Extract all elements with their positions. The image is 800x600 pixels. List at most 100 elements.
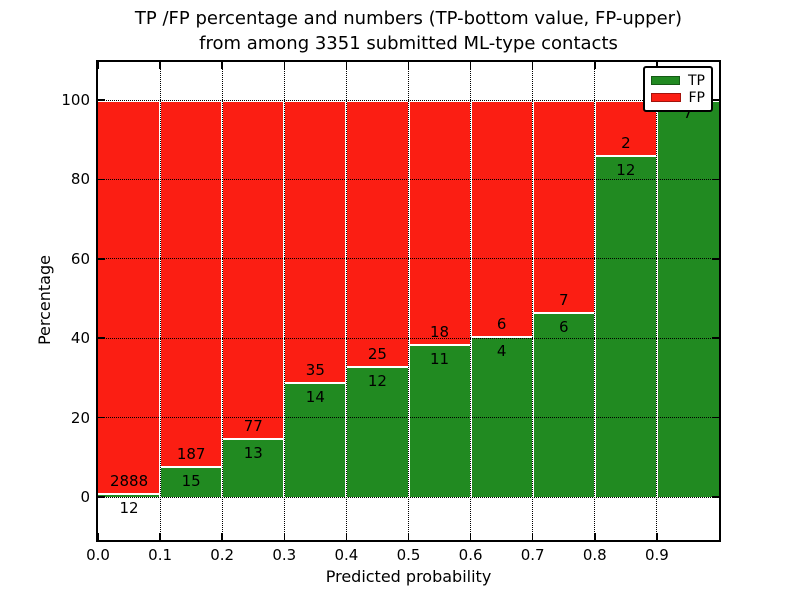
bar-fp-segment [222,100,285,440]
x-tick-mark [656,62,658,69]
fp-count-label: 77 [243,416,263,435]
tp-count-label: 7 [683,104,693,122]
chart-title-line1: TP /FP percentage and numbers (TP-bottom… [134,8,683,29]
bar-edge [98,493,161,496]
x-axis-label: Predicted probability [325,567,492,586]
y-tick-mark [712,178,719,181]
x-tick-mark [531,533,534,540]
bar-edge [594,100,657,102]
y-tick-mark [98,178,105,181]
legend-item-tp: TP [651,72,705,89]
x-tick-mark [656,533,658,540]
fp-count-label: 25 [367,345,387,364]
fp-count-label: 7 [558,290,569,309]
x-tick-mark [594,533,596,540]
x-tick-mark [531,62,534,69]
y-tick-label: 80 [70,170,90,189]
x-tick-mark [407,533,410,540]
h-gridline [98,417,719,419]
bar-edge [346,366,409,369]
bar-fp-segment [98,100,161,496]
x-tick-label: 0.8 [582,546,607,564]
fp-count-label: 18 [430,323,450,342]
fp-count-label: 35 [305,360,325,379]
bar-tp-segment [656,100,719,497]
x-tick-label: 0.9 [644,546,669,564]
tp-count-label: 15 [181,471,201,490]
x-tick-mark [221,533,223,540]
fp-count-label: 187 [176,444,206,463]
bar-edge [346,100,409,102]
fp-count-label: 2888 [109,472,149,491]
tp-color-swatch [651,76,680,85]
h-gridline [98,496,719,498]
v-gridline [408,62,409,540]
bar-edge [408,344,471,347]
x-tick-mark [159,62,161,69]
x-tick-mark [469,62,472,69]
legend-label-fp: FP [688,89,706,106]
bar-tp-segment [532,313,595,497]
x-tick-mark [407,62,410,69]
h-gridline [98,178,719,180]
x-tick-mark [345,533,348,540]
x-tick-mark [283,533,286,540]
x-tick-mark [97,62,99,69]
bar-edge [284,100,347,102]
bar-edge [470,336,533,339]
y-tick-mark [98,337,105,339]
tp-count-label: 12 [119,499,139,518]
bar-edge [532,100,595,102]
y-tick-label: 100 [61,91,90,109]
v-gridline [159,62,161,540]
y-tick-mark [712,496,719,498]
v-gridline [345,62,347,540]
bar-edge [594,154,657,157]
x-tick-mark [345,62,348,69]
x-tick-mark [221,62,223,69]
bar-tp-segment [284,383,347,497]
v-gridline [470,62,472,540]
x-tick-mark [97,533,99,540]
v-gridline [656,62,658,540]
x-tick-label: 0.6 [458,546,483,564]
x-tick-mark [469,533,472,540]
bar-tp-segment [408,346,471,497]
y-tick-mark [98,258,105,260]
bar-edge [160,465,223,468]
h-gridline [98,258,719,260]
x-tick-label: 0.7 [520,546,545,564]
x-tick-label: 0.2 [210,546,235,564]
y-tick-mark [712,337,719,339]
fp-color-swatch [651,93,681,102]
x-tick-mark [283,62,286,69]
x-tick-label: 0.5 [396,546,421,564]
tp-count-label: 14 [305,387,325,406]
y-tick-label: 40 [70,329,90,348]
h-gridline [98,99,719,101]
bar-tp-segment [346,368,409,497]
v-gridline [283,62,285,540]
y-tick-mark [98,416,105,419]
bar-edge [222,100,285,102]
bar-fp-segment [470,100,533,339]
bar-fp-segment [346,100,409,369]
y-tick-mark [712,416,719,419]
bar-edge [284,381,347,384]
bar-edge [98,100,161,102]
bar-edge [408,100,471,102]
bar-edge [532,311,595,314]
x-tick-label: 0.4 [334,546,359,564]
tp-count-label: 4 [496,342,507,361]
tp-count-label: 13 [243,443,263,462]
v-gridline [221,62,223,540]
v-gridline [594,62,596,540]
y-tick-label: 20 [70,408,90,427]
legend-item-fp: FP [651,89,705,106]
x-tick-label: 0.0 [86,546,110,564]
y-tick-label: 0 [80,488,90,506]
legend: TP FP [643,66,713,112]
bar-tp-segment [98,495,161,497]
tp-count-label: 12 [616,160,636,179]
